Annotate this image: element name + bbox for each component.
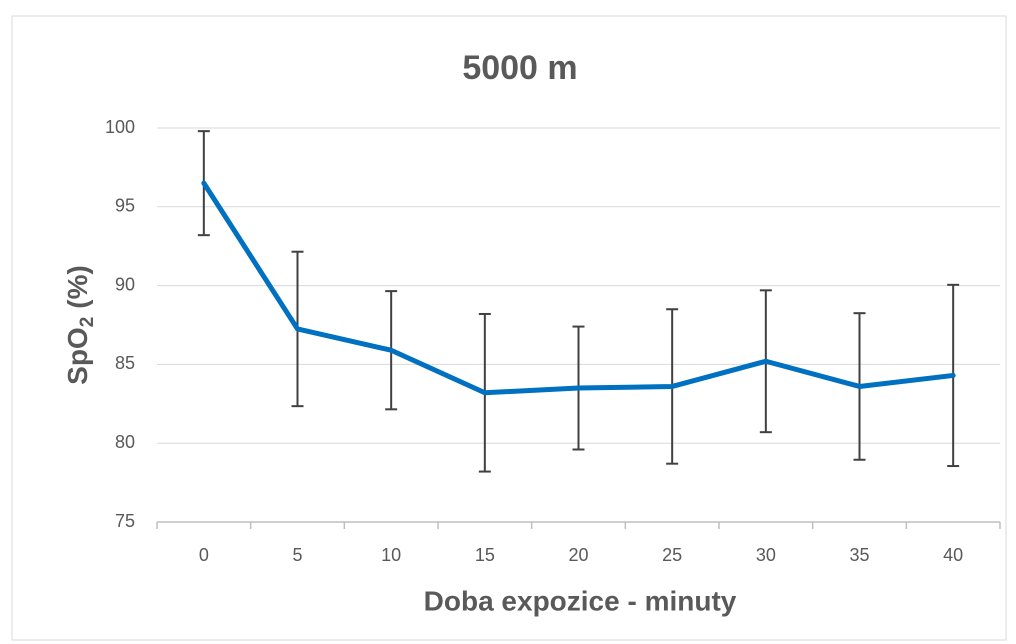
y-tick-label: 100: [105, 117, 135, 137]
y-tick-label: 95: [115, 196, 135, 216]
x-tick-label: 5: [292, 545, 302, 565]
chart-border: [11, 15, 1007, 641]
x-tick-label: 15: [475, 545, 495, 565]
chart-title: 5000 m: [462, 49, 577, 87]
y-label-unit: (%): [62, 265, 93, 309]
x-tick-label: 40: [943, 545, 963, 565]
y-tick-label: 80: [115, 432, 135, 452]
y-label-main: SpO: [62, 327, 93, 385]
x-tick-label: 10: [381, 545, 401, 565]
y-label-sub: 2: [77, 317, 98, 328]
y-tick-label: 85: [115, 353, 135, 373]
x-tick-label: 25: [662, 545, 682, 565]
x-tick-label: 30: [756, 545, 776, 565]
x-tick-label: 20: [568, 545, 588, 565]
y-tick-label: 90: [115, 274, 135, 294]
y-axis-label: SpO2 (%): [62, 265, 98, 385]
x-tick-label: 0: [199, 545, 209, 565]
y-tick-label: 75: [115, 511, 135, 531]
x-tick-label: 35: [849, 545, 869, 565]
series-line: [201, 180, 956, 396]
x-axis-label: Doba expozice - minuty: [424, 585, 737, 616]
